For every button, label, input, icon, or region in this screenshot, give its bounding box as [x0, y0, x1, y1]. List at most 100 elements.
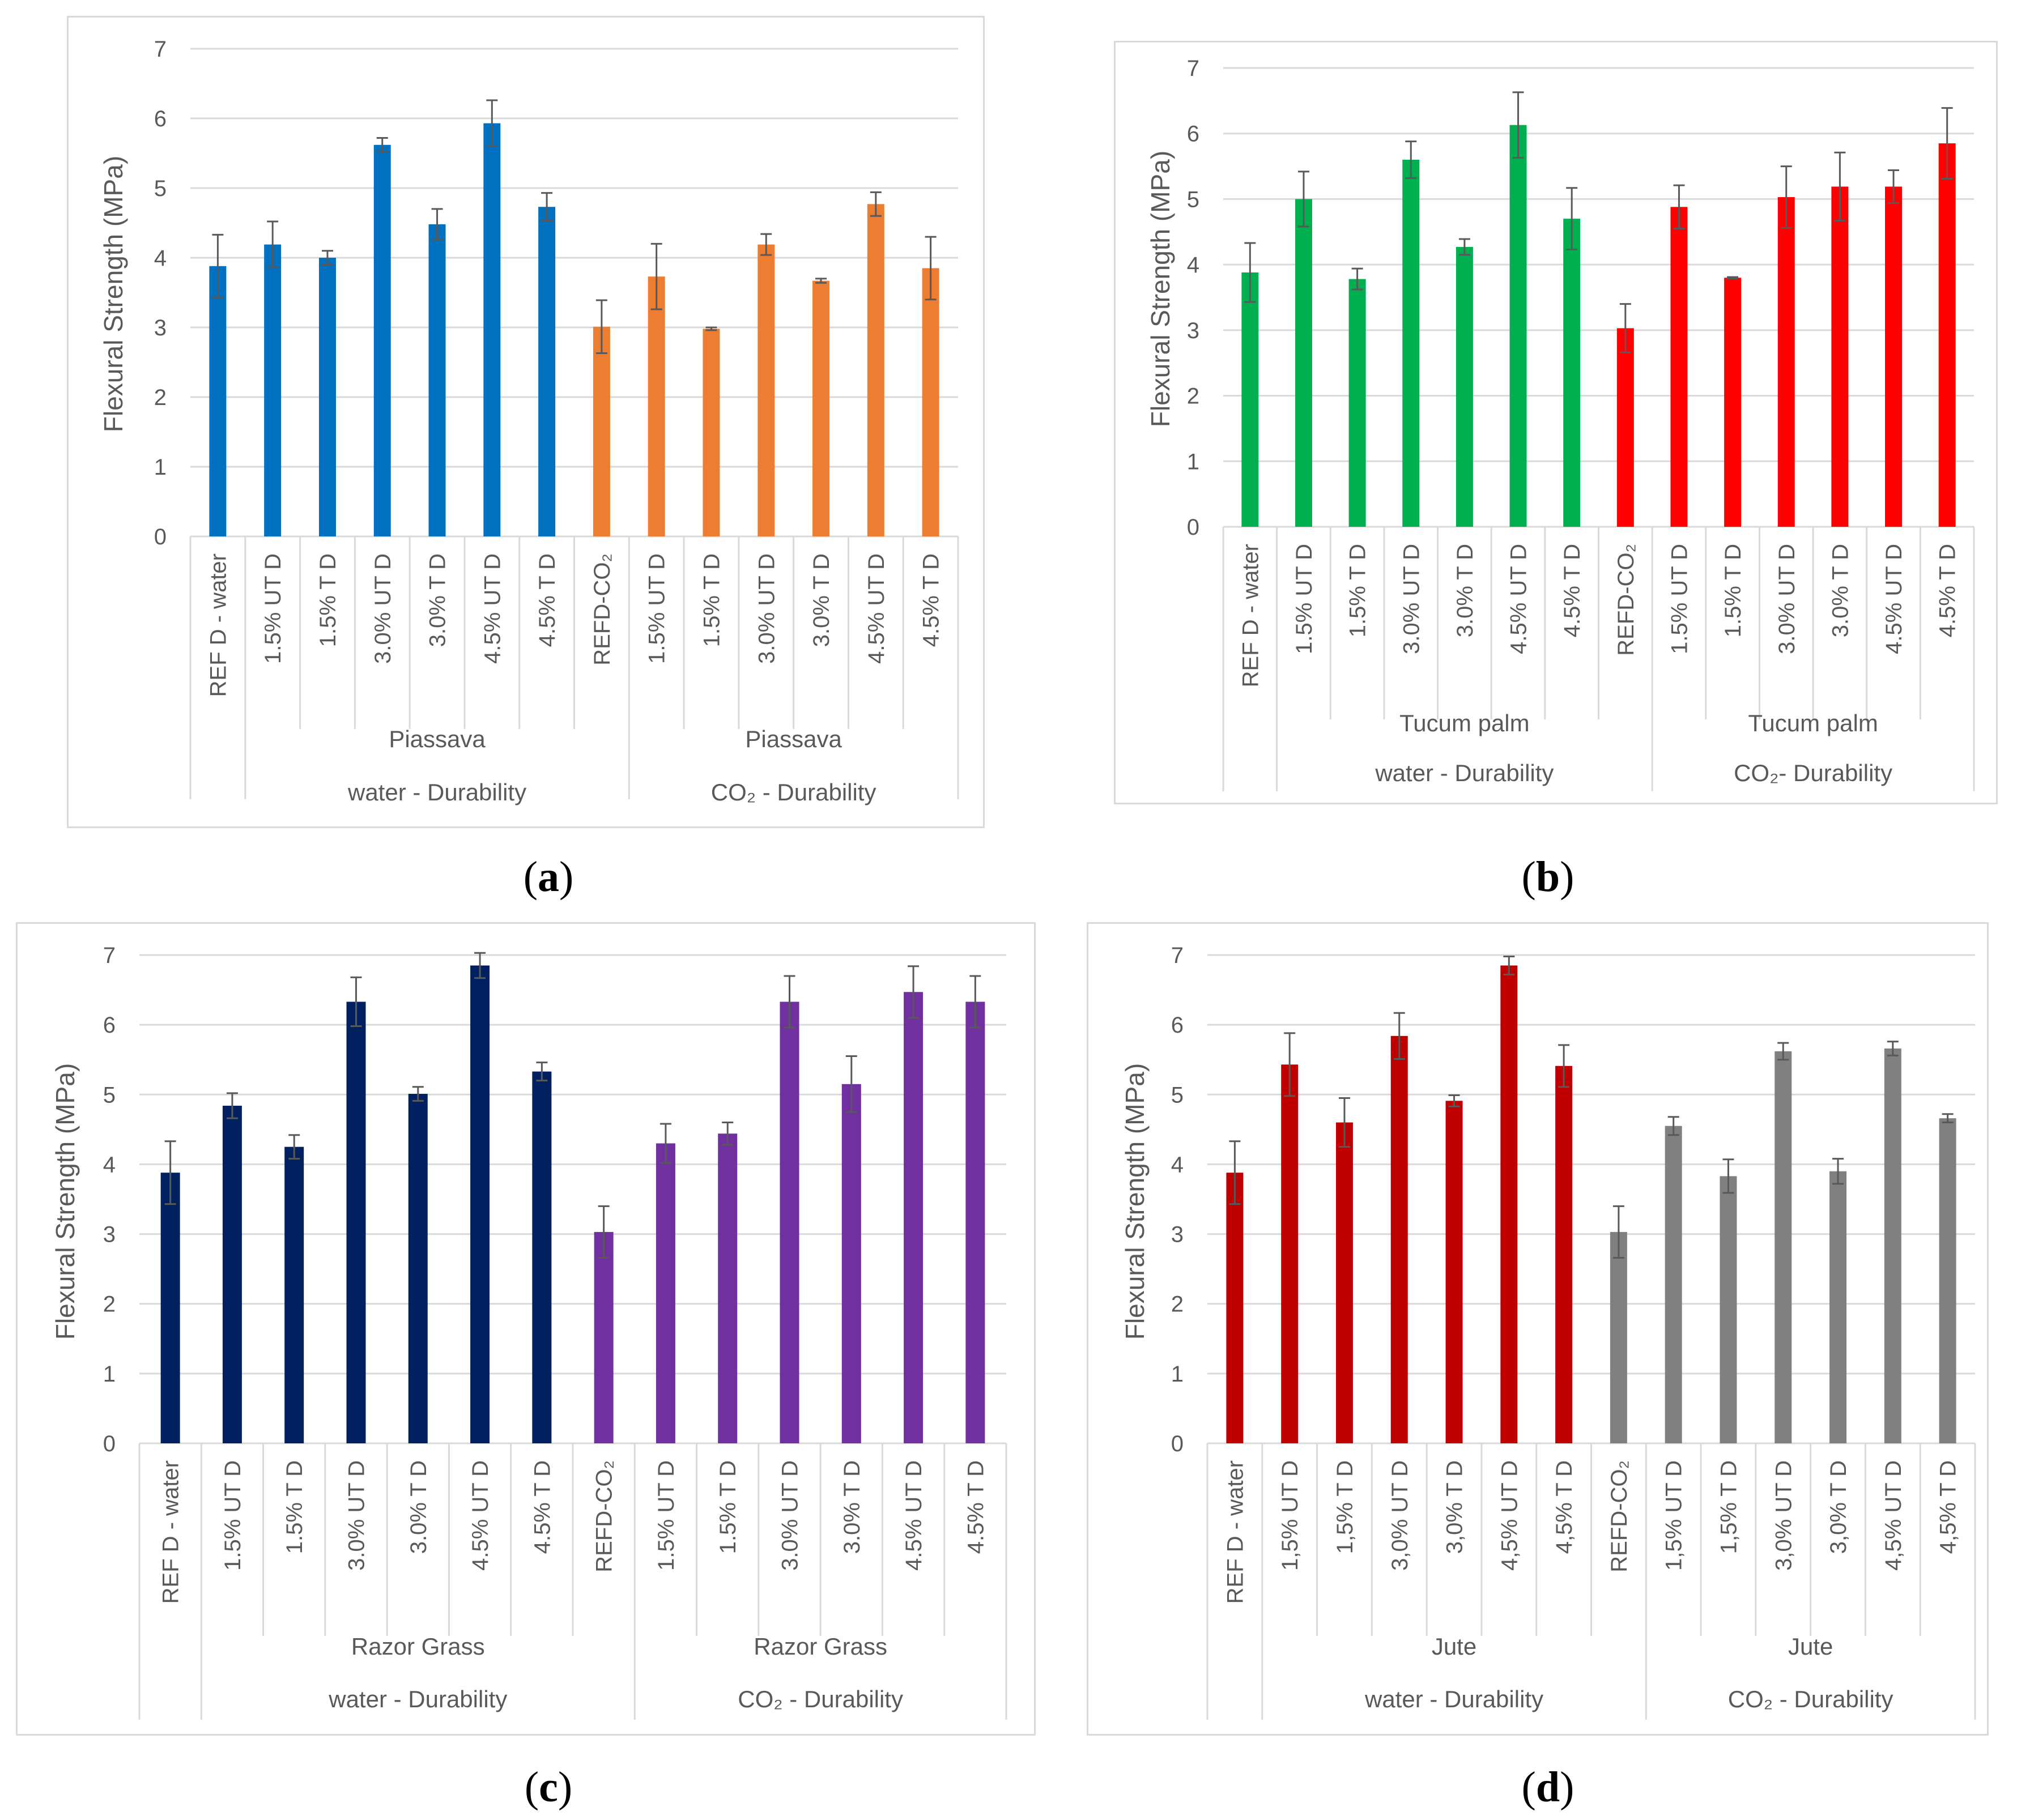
bar — [1665, 1126, 1682, 1443]
group-label-water: Piassava — [389, 726, 486, 752]
chart-panel-b: 0 1 2 3 4 5 6 7 Flexural Strength (MPa) REF D - w… — [1114, 41, 1998, 804]
condition-label-co2: CO₂ - Durability — [738, 1686, 903, 1712]
group-label-water: Tucum palm — [1399, 710, 1530, 736]
y-tick-label: 0 — [1187, 515, 1199, 540]
x-tick-label: 1.5% UT D — [220, 1460, 245, 1571]
panel-label-c: (c) — [524, 1763, 573, 1811]
x-tick-label: 1.5% UT D — [1292, 544, 1317, 654]
y-tick-label: 5 — [154, 176, 167, 201]
x-tick-label: REFD-CO₂ — [590, 553, 615, 666]
bar — [812, 280, 830, 536]
y-tick-label: 0 — [154, 525, 167, 549]
x-tick-label: 1.5% UT D — [654, 1460, 679, 1571]
bar — [922, 268, 939, 536]
y-tick-label: 0 — [103, 1431, 116, 1456]
panel-label-b: (b) — [1521, 853, 1575, 901]
bar — [703, 329, 720, 536]
bar — [1241, 272, 1259, 527]
bar — [656, 1143, 675, 1443]
y-tick-label: 7 — [1171, 943, 1184, 968]
chart-a-svg: 0 1 2 3 4 5 6 7 Flexural Strength (MPa) REF D - w… — [99, 37, 959, 805]
x-tick-label: 3,0% T D — [1442, 1460, 1467, 1554]
bar — [1563, 219, 1581, 527]
y-axis-title: Flexural Strength (MPa) — [50, 1063, 80, 1340]
x-tick-label: REFD-CO₂ — [592, 1460, 617, 1572]
chart-b-svg: 0 1 2 3 4 5 6 7 Flexural Strength (MPa) REF D - w… — [1146, 56, 1975, 791]
x-tick-label: 1.5% T D — [282, 1460, 307, 1554]
x-tick-label: 3.0% UT D — [754, 553, 779, 664]
x-tick-label: REF D - water — [159, 1460, 184, 1604]
y-axis-title: Flexural Strength (MPa) — [99, 156, 128, 432]
x-tick-label: 3,0% UT D — [1388, 1460, 1412, 1571]
bar — [538, 207, 556, 537]
condition-label-water: water - Durability — [1364, 1686, 1543, 1712]
bar — [209, 266, 227, 536]
x-tick-label: 1,5% UT D — [1278, 1460, 1303, 1571]
y-tick-label: 4 — [154, 246, 167, 271]
x-tick-label: 4.5% T D — [530, 1460, 555, 1554]
bar — [593, 326, 610, 536]
x-tick-label: 4.5% T D — [1935, 544, 1960, 637]
y-tick-label: 7 — [154, 37, 167, 62]
condition-label-water: water - Durability — [1375, 760, 1554, 786]
bar — [532, 1071, 552, 1443]
x-tick-label: 4.5% UT D — [1882, 544, 1907, 654]
bar — [904, 992, 924, 1443]
y-tick-label: 1 — [103, 1362, 116, 1387]
bar — [1831, 186, 1849, 527]
x-tick-label: REF D - water — [206, 553, 231, 697]
y-tick-label: 5 — [1171, 1082, 1184, 1107]
bar — [483, 123, 501, 537]
bar — [318, 258, 336, 536]
y-tick-label: 1 — [1187, 449, 1199, 474]
y-tick-label: 7 — [103, 943, 116, 968]
x-tick-label: 3.0% UT D — [371, 553, 395, 664]
group-label-co2: Tucum palm — [1748, 710, 1878, 736]
y-tick-label: 2 — [1187, 384, 1199, 409]
x-tick-label: 3.0% T D — [425, 553, 450, 647]
y-tick-label: 4 — [1171, 1152, 1184, 1177]
x-tick-label: 4.5% UT D — [468, 1460, 493, 1571]
bar — [1226, 1173, 1244, 1443]
condition-label-co2: CO₂ - Durability — [1728, 1686, 1893, 1712]
bar — [1509, 125, 1527, 527]
x-tick-label: 4,5% UT D — [1881, 1460, 1906, 1571]
bar — [1402, 160, 1420, 527]
chart-c-svg: 0 1 2 3 4 5 6 7 Flexural Strength (MPa) REF D - w… — [50, 943, 1007, 1720]
bar — [222, 1105, 242, 1443]
x-tick-label: 3,0% UT D — [1771, 1460, 1796, 1571]
x-tick-label: 3.0% T D — [406, 1460, 431, 1554]
x-tick-label: 1.5% T D — [1346, 544, 1371, 637]
y-tick-label: 6 — [103, 1013, 116, 1038]
bar — [867, 204, 884, 536]
x-tick-label: 3.0% UT D — [1775, 544, 1799, 654]
x-tick-label: 4.5% T D — [535, 553, 560, 647]
x-tick-label: REF D - water — [1223, 1460, 1248, 1604]
bar — [1456, 246, 1473, 527]
x-tick-label: 3.0% T D — [840, 1460, 865, 1554]
x-tick-label: 4.5% T D — [1560, 544, 1585, 637]
y-tick-label: 6 — [1187, 122, 1199, 147]
x-tick-label: REFD-CO₂ — [1614, 544, 1639, 656]
bar — [1885, 186, 1903, 527]
bar — [346, 1001, 366, 1443]
x-tick-label: 1.5% UT D — [645, 553, 670, 664]
x-tick-label: 1.5% T D — [699, 553, 724, 647]
x-tick-label: 1.5% T D — [316, 553, 341, 647]
x-tick-label: 4,5% T D — [1552, 1460, 1577, 1554]
bar — [284, 1146, 304, 1443]
bar — [1555, 1065, 1573, 1443]
bar — [1829, 1171, 1847, 1443]
x-tick-label: 3.0% UT D — [344, 1460, 369, 1571]
x-tick-label: REFD-CO₂ — [1607, 1460, 1632, 1572]
x-tick-label: 4.5% UT D — [1507, 544, 1531, 654]
x-tick-label: 4.5% UT D — [864, 553, 889, 664]
y-tick-label: 0 — [1171, 1431, 1184, 1456]
y-tick-label: 2 — [1171, 1292, 1184, 1317]
group-label-co2: Piassava — [745, 726, 842, 752]
bar — [1724, 278, 1742, 527]
x-tick-label: REF D - water — [1238, 544, 1263, 687]
chart-d-svg: 0 1 2 3 4 5 6 7 Flexural Strength (MPa) REF D - w… — [1120, 943, 1976, 1720]
bar — [428, 224, 446, 537]
bar — [373, 144, 391, 537]
